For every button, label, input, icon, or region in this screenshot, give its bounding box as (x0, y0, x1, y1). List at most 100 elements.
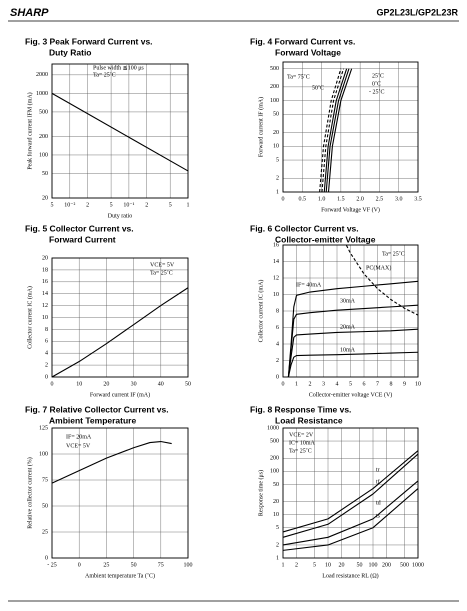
plot-frame (282, 244, 419, 378)
series-line (287, 351, 419, 378)
x-tick-label: 25 (103, 562, 109, 568)
y-tick-label: 1 (276, 555, 279, 561)
y-tick-label: 8 (45, 327, 48, 333)
x-tick-label: 3.0 (395, 196, 403, 202)
y-tick-label: 14 (273, 259, 279, 265)
x-tick-label: 2 (86, 202, 89, 208)
x-tick-label: 0 (51, 381, 54, 387)
y-tick-label: 2 (276, 542, 279, 548)
y-axis-label: Response time (μs) (257, 470, 264, 516)
annotation: VCE= 5V (150, 262, 175, 268)
y-tick-label: 125 (39, 425, 48, 431)
series-label: IF= 40mA (296, 282, 322, 288)
x-tick-label: 10 (325, 562, 331, 568)
annotation: VCE= 5V (66, 443, 91, 449)
x-tick-label: 3.5 (414, 196, 422, 202)
x-tick-label: 2 (295, 562, 298, 568)
y-tick-label: 8 (276, 308, 279, 314)
y-tick-label: 200 (39, 134, 48, 140)
chart-title: Forward Current (49, 234, 116, 244)
y-tick-label: 18 (42, 267, 48, 273)
y-tick-label: 12 (273, 275, 279, 281)
x-axis-label: Collector-emitter voltage VCE (V) (309, 391, 393, 398)
x-tick-label: 0 (78, 562, 81, 568)
series-label: 20mA (340, 324, 356, 330)
y-tick-label: 100 (39, 451, 48, 457)
x-tick-label: 1.0 (318, 196, 326, 202)
annotation: IF= 20mA (66, 434, 92, 440)
y-tick-label: 0 (276, 374, 279, 380)
x-tick-label: 1.5 (337, 196, 345, 202)
part-number: GP2L23L/GP2L23R (376, 7, 458, 17)
annotation: Ta= 25˚C (382, 250, 405, 257)
x-tick-label: 20 (103, 381, 109, 387)
plot-frame (51, 63, 189, 199)
series-label: 50˚C (312, 84, 324, 91)
series-label: 0˚C (372, 80, 381, 87)
y-tick-label: 200 (270, 84, 279, 90)
x-tick-label: 50 (185, 381, 191, 387)
x-tick-label: 50 (356, 562, 362, 568)
x-tick-label: 2 (309, 381, 312, 387)
series-label: Ta= 75˚C (287, 73, 310, 80)
y-tick-label: 10 (273, 144, 279, 150)
y-tick-label: 5 (276, 525, 279, 531)
x-tick-label: 1 (295, 381, 298, 387)
annotation: Ta= 25˚C (93, 71, 116, 78)
plot-frame (51, 257, 189, 378)
chart-title: Fig. 6 Collector Current vs. (250, 223, 359, 233)
y-tick-label: 4 (45, 351, 48, 357)
chart-title: Fig. 7 Relative Collector Current vs. (25, 404, 169, 414)
series-label: tf (376, 478, 380, 485)
x-tick-label: 100 (184, 562, 193, 568)
series-label: ts (376, 513, 381, 519)
series-line (321, 68, 345, 193)
x-tick-label: 8 (390, 381, 393, 387)
x-tick-label: 5 (110, 202, 113, 208)
y-axis-label: Collector current IC (mA) (26, 286, 33, 349)
y-tick-label: 25 (42, 529, 48, 535)
y-tick-label: 2 (276, 176, 279, 182)
x-tick-label: 1000 (412, 562, 424, 568)
y-tick-label: 1000 (267, 425, 279, 431)
chart-title: Forward Voltage (275, 47, 341, 57)
y-tick-label: 4 (276, 341, 279, 347)
series-line (51, 92, 189, 172)
series-line (319, 68, 342, 193)
x-tick-label: 7 (376, 381, 379, 387)
y-tick-label: 16 (273, 242, 279, 248)
y-tick-label: 0 (45, 374, 48, 380)
series-label: PC(MAX) (366, 264, 391, 271)
x-axis-label: Duty ratio (108, 213, 133, 219)
y-axis-label: Forward current IF (mA) (257, 97, 264, 157)
x-tick-label: 5 (51, 202, 54, 208)
x-tick-label: 200 (382, 562, 391, 568)
annotation: Ta= 25˚C (289, 447, 312, 454)
chart-title: Fig. 4 Forward Current vs. (250, 36, 355, 46)
x-tick-label: 9 (403, 381, 406, 387)
x-tick-label: 0 (282, 381, 285, 387)
series-line (345, 245, 419, 316)
plot-frame (51, 427, 189, 559)
series-line (282, 488, 419, 551)
x-tick-label: 3 (322, 381, 325, 387)
x-tick-label: 30 (131, 381, 137, 387)
x-tick-label: 10⁻² (64, 202, 75, 208)
y-tick-label: 6 (45, 339, 48, 345)
x-tick-label: 100 (369, 562, 378, 568)
x-axis-label: Forward current IF (mA) (90, 391, 150, 398)
y-tick-label: 100 (270, 98, 279, 104)
chart-title: Collector-emitter Voltage (275, 234, 376, 244)
y-tick-label: 2 (45, 362, 48, 368)
plot-frame (282, 427, 419, 559)
series-label: 25˚C (372, 72, 384, 79)
annotation: VCE= 2V (289, 432, 314, 438)
series-label: 10mA (340, 347, 356, 353)
y-axis-label: Relative collector current (%) (26, 457, 33, 528)
y-tick-label: 20 (42, 195, 48, 201)
chart-title: Fig. 3 Peak Forward Current vs. (25, 36, 153, 46)
y-tick-label: 50 (42, 171, 48, 177)
chart-title: Load Resistance (275, 415, 343, 425)
y-tick-label: 200 (270, 456, 279, 462)
